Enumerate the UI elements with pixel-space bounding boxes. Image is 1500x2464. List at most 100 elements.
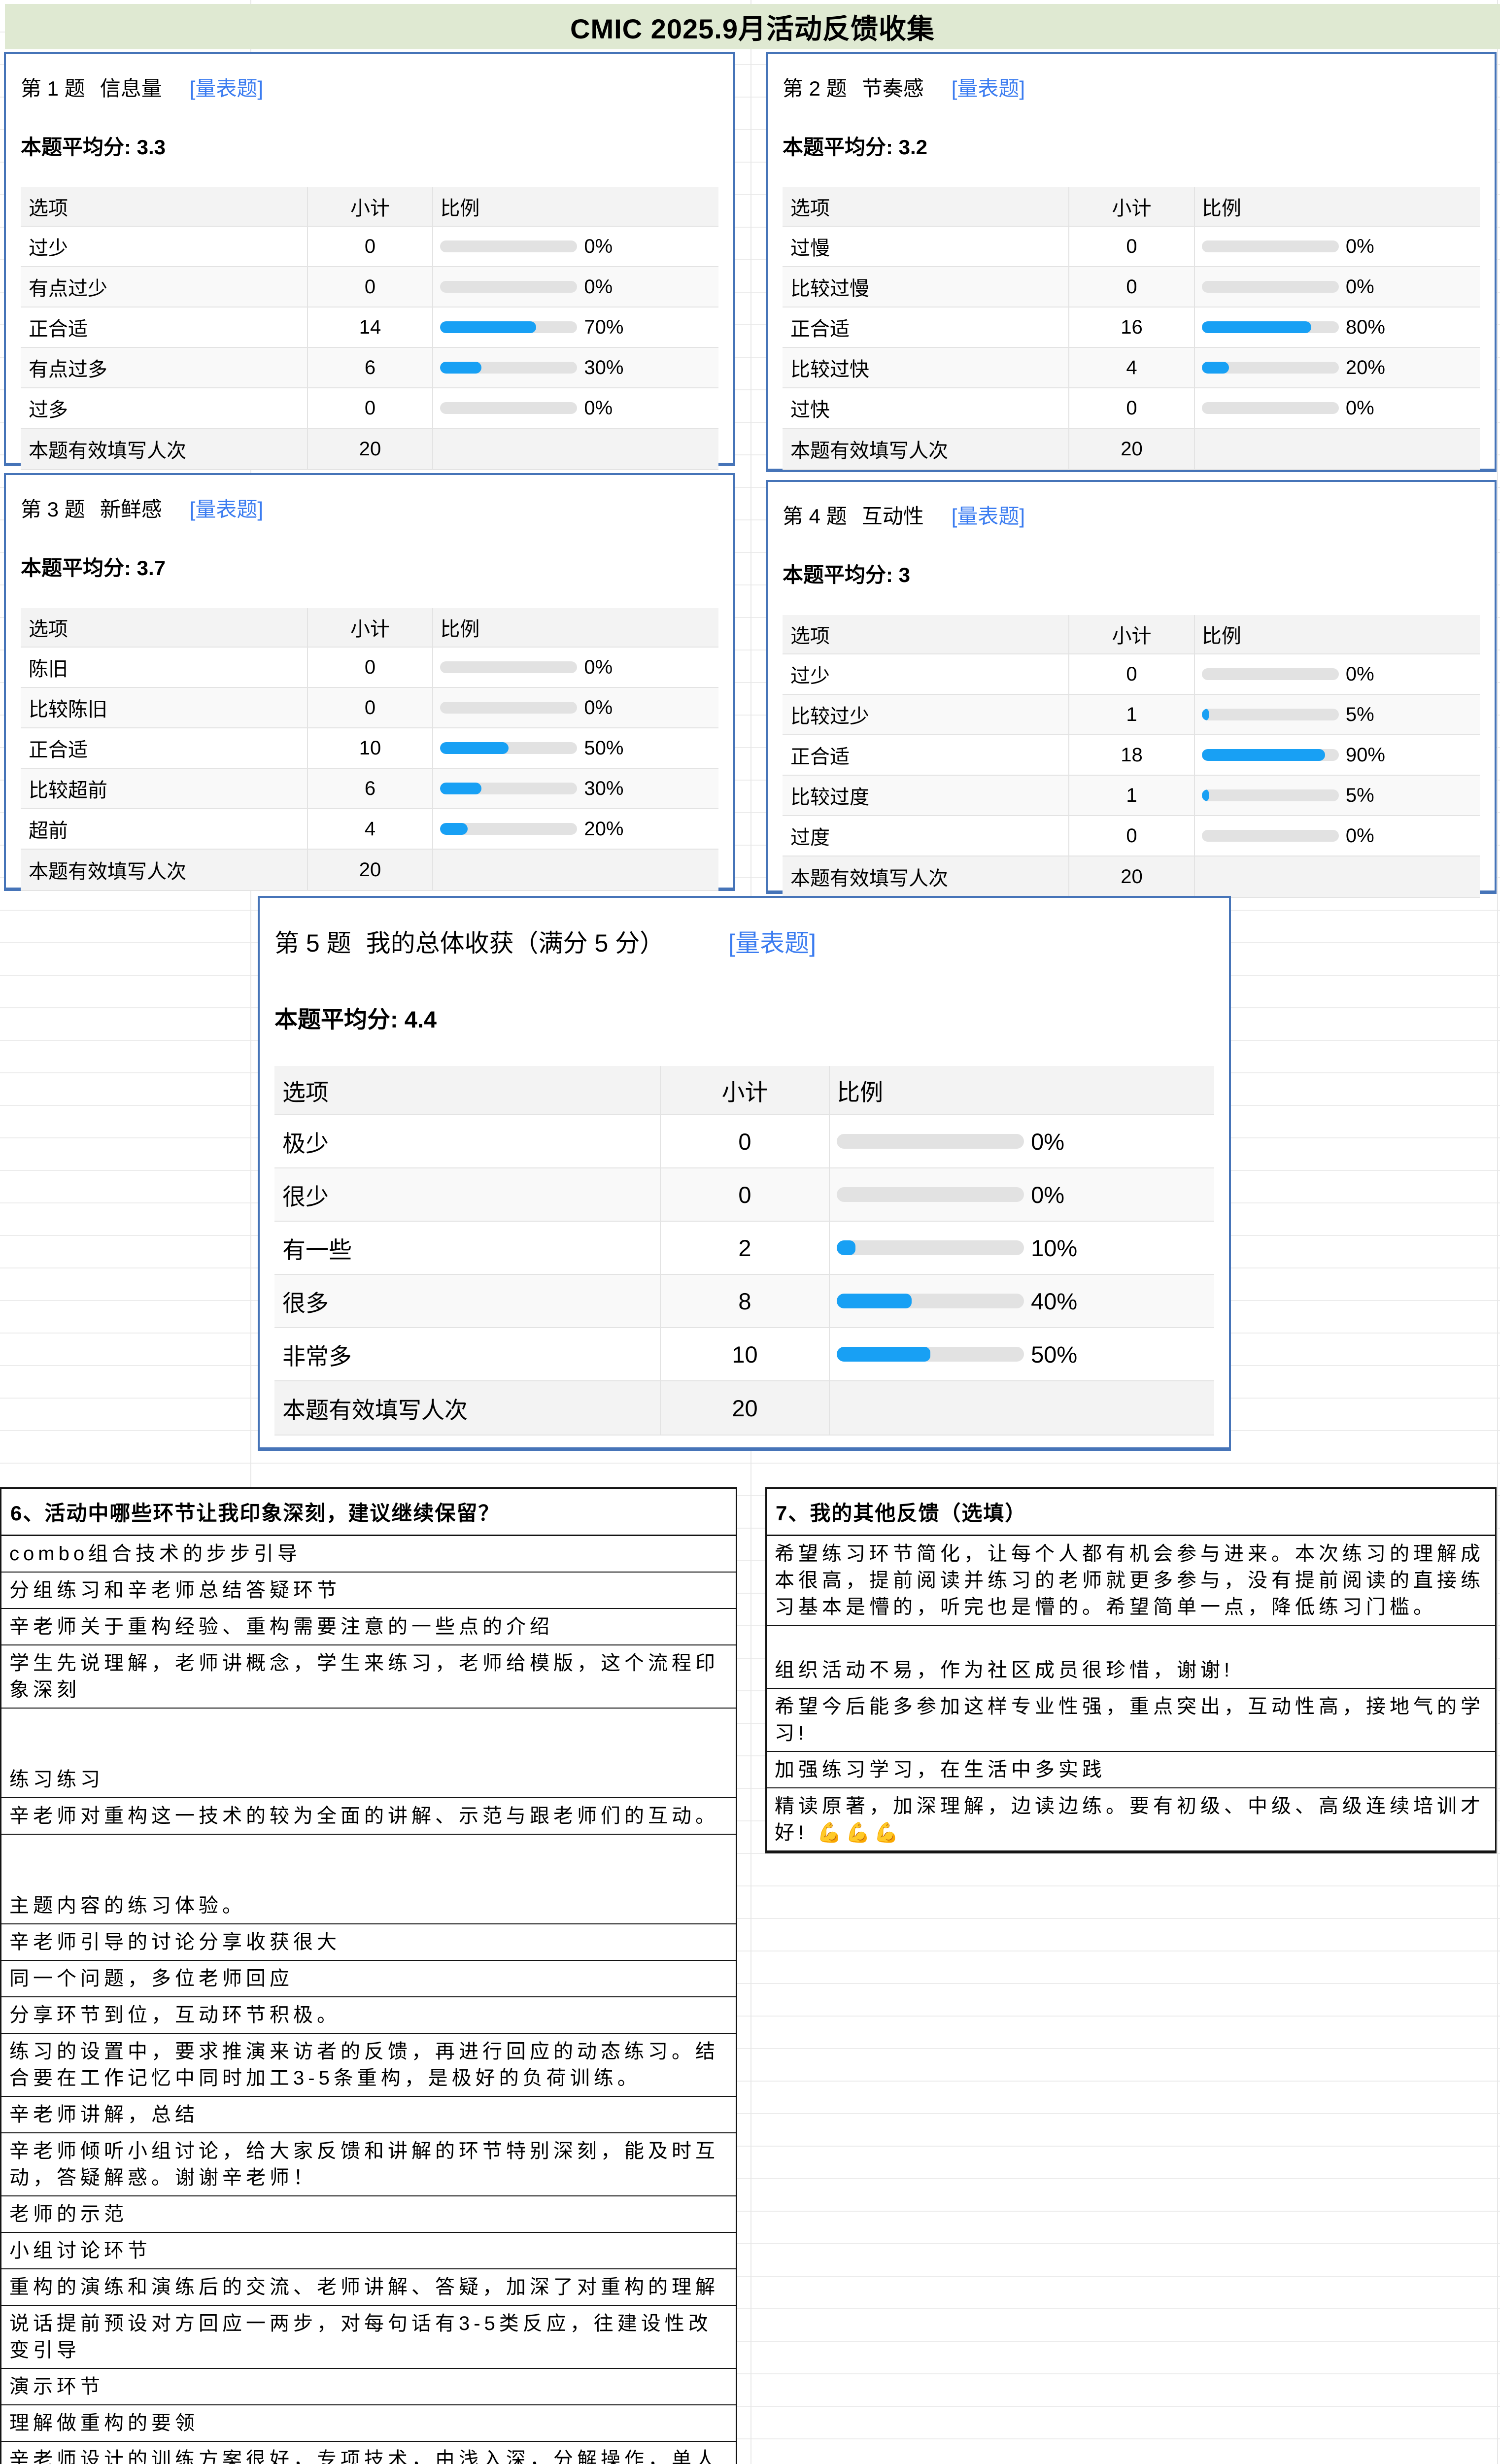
ratio-cell: 10% [829, 1222, 1214, 1274]
table-row: 比较过快 4 20% [783, 348, 1480, 388]
option-header-cell: 选项 [29, 618, 68, 640]
question-average: 本题平均分: 3.3 [21, 136, 166, 159]
question-average: 本题平均分: 4.4 [274, 1006, 437, 1032]
count-cell: 0 [307, 388, 433, 428]
question-table: 选项 小计 比例 陈旧 0 0% 比较陈旧 0 0% 正合适 10 50% 比较超前 6 30% 超前 4 20%… [21, 608, 718, 891]
ratio-percent: 0% [584, 696, 613, 719]
count-cell: 0 [1068, 267, 1194, 307]
option-cell: 过少 [790, 665, 830, 687]
ratio-bar-track [1201, 830, 1339, 842]
ratio-bar-track [440, 702, 578, 714]
ratio-cell: 20% [432, 809, 718, 849]
table-row: 过慢 0 0% [783, 227, 1480, 267]
table-row: 有点过多 6 30% [21, 348, 718, 388]
ratio-bar-track [837, 1240, 1024, 1255]
ratio-cell: 90% [1193, 735, 1480, 775]
ratio-bar-track [837, 1187, 1024, 1202]
question-title: 新鲜感 [100, 498, 162, 521]
ratio-percent: 20% [584, 818, 624, 840]
valid-count-label: 本题有效填写人次 [790, 440, 948, 462]
option-cell: 比较过少 [790, 706, 869, 727]
ratio-empty-cell [1193, 856, 1480, 897]
ratio-percent: 50% [584, 737, 624, 759]
ratio-header-cell: 比例 [1193, 615, 1480, 653]
ratio-cell: 0% [1193, 654, 1480, 694]
ratio-bar-track [440, 742, 578, 754]
table-row: 很少 0 0% [274, 1168, 1214, 1222]
ratio-cell: 40% [829, 1275, 1214, 1327]
ratio-cell: 50% [432, 728, 718, 768]
ratio-percent: 0% [1345, 397, 1374, 419]
option-cell: 正合适 [790, 746, 850, 768]
ratio-header-cell: 比例 [432, 187, 718, 226]
ratio-cell: 30% [432, 769, 718, 808]
ratio-bar-track [440, 240, 578, 252]
ratio-cell: 0% [1193, 816, 1480, 856]
ratio-bar-fill [1201, 709, 1209, 720]
feedback-section-7: 7、我的其他反馈（选填） 希望练习环节简化，让每个人都有机会参与进来。本次练习的理… [765, 1487, 1497, 1853]
table-footer-row: 本题有效填写人次 20 [21, 850, 718, 891]
ratio-percent: 50% [1031, 1341, 1078, 1368]
count-cell: 6 [307, 769, 433, 808]
ratio-bar-fill [1201, 321, 1312, 333]
question-average: 本题平均分: 3.2 [783, 136, 928, 159]
ratio-bar-track [1201, 749, 1339, 761]
ratio-bar-track [1201, 240, 1339, 252]
table-footer-row: 本题有效填写人次 20 [21, 429, 718, 470]
count-cell: 0 [1068, 227, 1194, 266]
table-footer-row: 本题有效填写人次 20 [783, 429, 1480, 470]
valid-count-label: 本题有效填写人次 [29, 861, 186, 883]
ratio-bar-track [1201, 321, 1339, 333]
ratio-header-cell: 比例 [432, 608, 718, 647]
feedback-item: 加强练习学习，在生活中多实践 [767, 1752, 1495, 1788]
count-cell: 18 [1068, 735, 1194, 775]
ratio-percent: 0% [584, 397, 613, 419]
option-cell: 过多 [29, 399, 68, 421]
ratio-cell: 0% [432, 227, 718, 266]
ratio-bar-fill [440, 321, 537, 333]
ratio-bar-track [440, 281, 578, 293]
question-panel-5: 第 5 题我的总体收获（满分 5 分） [量表题] 本题平均分: 4.4 选项 小计 比例… [258, 896, 1231, 1451]
table-header-row: 选项 小计 比例 [783, 187, 1480, 227]
feedback-item: 组织活动不易，作为社区成员很珍惜，谢谢! [767, 1626, 1495, 1689]
table-row: 过多 0 0% [21, 388, 718, 429]
feedback-item: 辛老师引导的讨论分享收获很大 [1, 1924, 736, 1961]
table-row: 比较陈旧 0 0% [21, 688, 718, 728]
feedback-item: 理解做重构的要领 [1, 2405, 736, 2442]
feedback-item: 辛老师对重构这一技术的较为全面的讲解、示范与跟老师们的互动。 [1, 1798, 736, 1835]
option-cell: 极少 [282, 1130, 329, 1157]
count-cell: 0 [307, 227, 433, 266]
ratio-percent: 0% [1345, 663, 1374, 685]
ratio-bar-track [1201, 402, 1339, 414]
feedback-item: 辛老师讲解，总结 [1, 2097, 736, 2133]
feedback-item: 辛老师设计的训练方案很好，专项技术，由浅入深，分解操作，单人独白，双人互动，co… [1, 2442, 736, 2464]
table-header-row: 选项 小计 比例 [274, 1066, 1214, 1115]
ratio-empty-cell [1193, 429, 1480, 469]
ratio-cell: 0% [432, 388, 718, 428]
question-title: 我的总体收获（满分 5 分） [366, 929, 665, 957]
question-type-tag: [量表题] [189, 498, 264, 521]
question-title: 信息量 [100, 77, 162, 100]
ratio-header-cell: 比例 [829, 1066, 1214, 1114]
question-type-tag: [量表题] [951, 77, 1025, 100]
ratio-bar-track [440, 661, 578, 673]
table-row: 过度 0 0% [783, 816, 1480, 856]
option-cell: 比较过慢 [790, 278, 869, 300]
option-cell: 过度 [790, 827, 830, 849]
valid-count-label: 本题有效填写人次 [29, 440, 186, 462]
ratio-cell: 5% [1193, 776, 1480, 815]
table-row: 有一些 2 10% [274, 1222, 1214, 1275]
question-type-tag: [量表题] [189, 77, 264, 100]
ratio-bar-fill [440, 362, 481, 374]
ratio-bar-track [1201, 789, 1339, 801]
feedback-section-header: 6、活动中哪些环节让我印象深刻，建议继续保留？ [1, 1489, 736, 1536]
ratio-bar-track [440, 362, 578, 374]
option-cell: 过少 [29, 238, 68, 259]
count-cell: 4 [1068, 348, 1194, 387]
ratio-percent: 5% [1345, 784, 1374, 806]
option-header-cell: 选项 [790, 198, 830, 219]
count-header-cell: 小计 [659, 1066, 829, 1114]
ratio-bar-track [1201, 362, 1339, 374]
ratio-cell: 20% [1193, 348, 1480, 387]
table-row: 比较过慢 0 0% [783, 267, 1480, 308]
